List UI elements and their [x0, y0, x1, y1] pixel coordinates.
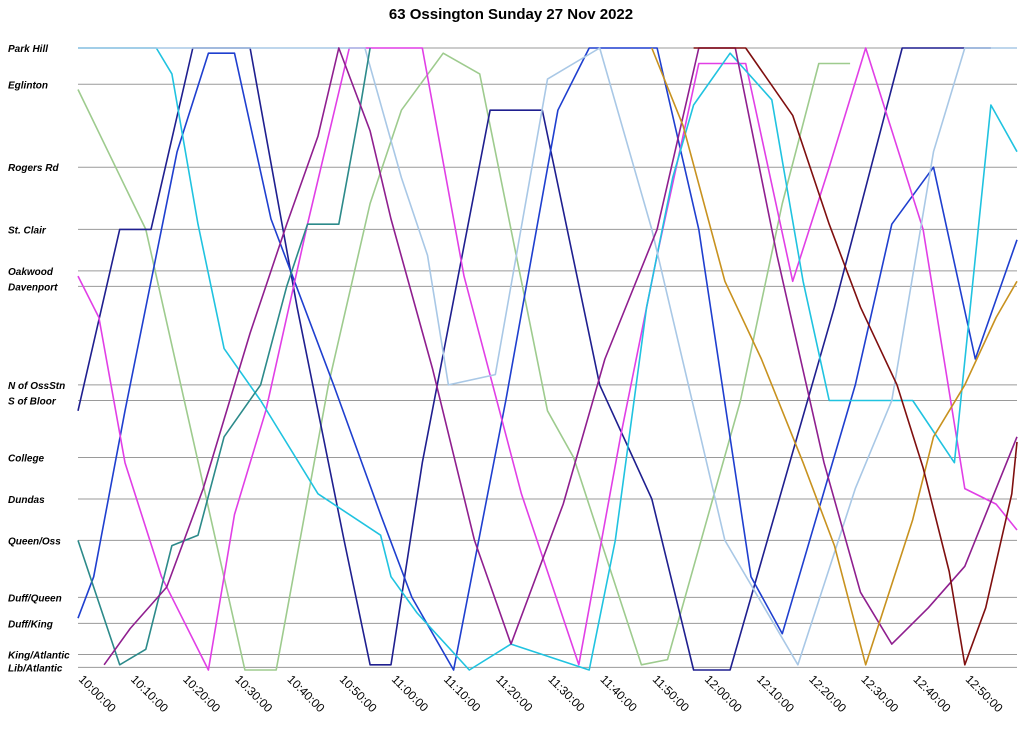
stop-label-8: College [8, 453, 45, 464]
time-tick-14: 12:20:00 [806, 672, 849, 715]
stop-label-14: Lib/Atlantic [8, 663, 63, 674]
stop-labels: Park Hill Eglinton Rogers Rd St. Clair Oakwo… [8, 44, 70, 674]
time-tick-10: 11:40:00 [598, 672, 641, 715]
grid [78, 47, 1017, 668]
series-line-3 [77, 47, 1018, 671]
series-line-6 [78, 47, 1017, 666]
stop-label-3: St. Clair [8, 225, 47, 236]
time-tick-9: 11:30:00 [545, 672, 588, 715]
time-tick-12: 12:00:00 [702, 672, 745, 715]
series-line-9 [651, 47, 1018, 666]
stop-label-12: Duff/King [8, 619, 53, 630]
time-tick-3: 10:30:00 [232, 672, 275, 715]
series-line-7 [77, 47, 371, 666]
stop-label-2: Rogers Rd [8, 163, 59, 174]
stop-label-4: Oakwood [8, 267, 54, 278]
time-tick-16: 12:40:00 [911, 672, 954, 715]
stop-label-9: Dundas [8, 495, 45, 506]
time-tick-5: 10:50:00 [337, 672, 380, 715]
stop-label-5: Davenport [8, 282, 58, 293]
time-tick-17: 12:50:00 [963, 672, 1006, 715]
series-line-1 [77, 52, 851, 671]
series-line-4 [77, 47, 1018, 671]
time-tick-15: 12:30:00 [858, 672, 901, 715]
time-tick-0: 10:00:00 [76, 672, 119, 715]
time-tick-1: 10:10:00 [128, 672, 171, 715]
series-line-5 [78, 47, 1018, 671]
time-tick-8: 11:20:00 [493, 672, 536, 715]
series-line-8 [103, 47, 1018, 666]
stop-label-1: Eglinton [8, 80, 48, 91]
stop-label-0: Park Hill [8, 44, 48, 55]
series-lines [77, 47, 1018, 671]
time-tick-6: 11:00:00 [389, 672, 432, 715]
stop-label-6: N of OssStn [8, 381, 65, 392]
time-tick-13: 12:10:00 [754, 672, 797, 715]
stop-label-7: S of Bloor [8, 396, 57, 407]
time-tick-2: 10:20:00 [180, 672, 223, 715]
time-axis: 10:00:00 10:10:00 10:20:00 10:30:00 10:40:00… [76, 672, 1006, 715]
series-line-2 [77, 47, 991, 671]
time-tick-11: 11:50:00 [650, 672, 693, 715]
time-tick-4: 10:40:00 [285, 672, 328, 715]
stop-label-10: Queen/Oss [8, 536, 61, 547]
chart-title: 63 Ossington Sunday 27 Nov 2022 [389, 6, 633, 23]
time-tick-7: 11:10:00 [441, 672, 484, 715]
stop-label-11: Duff/Queen [8, 593, 62, 604]
stop-label-13: King/Atlantic [8, 650, 70, 661]
series-line-10 [693, 47, 1018, 666]
